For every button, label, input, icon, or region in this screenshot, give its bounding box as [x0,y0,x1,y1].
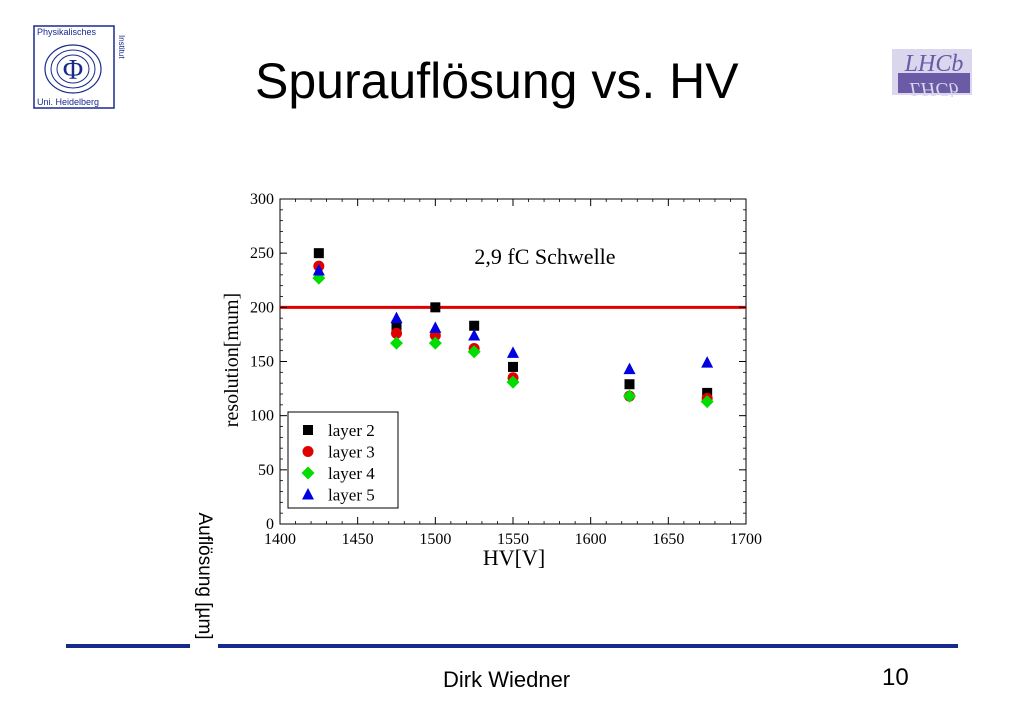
footer-rule-left [66,644,190,648]
legend-label: layer 5 [328,486,375,505]
y-tick-label: 100 [250,408,274,425]
data-point-layer-2 [313,248,324,259]
y-tick-label: 200 [250,299,274,316]
footer-rule-right [218,644,958,648]
data-point-layer-5 [312,264,325,276]
legend-label: layer 3 [328,443,375,462]
data-point-layer-5 [468,329,481,341]
data-point-layer-4 [623,389,636,403]
legend-label: layer 4 [328,464,375,483]
x-tick-label: 1450 [342,531,374,548]
logo-bottom-text: Uni. Heidelberg [37,97,99,107]
legend-marker [302,446,314,457]
legend-label: layer 2 [328,421,375,440]
slide-title: Spurauflösung vs. HV [255,53,739,109]
y-tick-label: 0 [266,516,274,533]
x-tick-label: 1400 [264,531,296,548]
threshold-annotation: 2,9 fC Schwelle [474,244,615,269]
x-tick-label: 1700 [730,531,762,548]
data-point-layer-5 [390,311,403,324]
y-axis-label: resolution[mum] [221,293,243,427]
data-point-layer-2 [508,361,518,372]
phi-symbol: Φ [63,55,83,86]
data-point-layer-2 [624,379,635,390]
y-tick-label: 150 [250,354,274,371]
y-tick-label: 250 [250,245,274,262]
data-point-layer-2 [430,302,441,313]
data-point-layer-3 [391,327,402,339]
data-point-layer-2 [469,320,480,331]
x-axis-label: HV[V] [483,545,545,570]
legend-marker [302,488,314,500]
legend-marker [303,425,313,435]
data-point-layer-4 [467,345,481,359]
data-point-layer-4 [390,336,403,350]
x-tick-label: 1650 [652,531,684,548]
data-point-layer-2 [391,320,402,331]
footer-author: Dirk Wiedner [443,667,571,692]
legend-marker [301,466,315,480]
physics-institute-logo: Physikalisches Uni. Heidelberg Φ Institu… [33,25,126,109]
data-point-layer-4 [428,336,442,350]
y-tick-label: 50 [258,462,274,479]
data-point-layer-5 [429,321,442,333]
data-point-layer-5 [507,346,519,358]
x-tick-label: 1500 [419,531,451,548]
x-tick-label: 1600 [575,531,607,548]
data-point-layer-4 [700,395,714,409]
page-number: 10 [882,664,909,691]
rotated-axis-label: Auflösung [µm] [194,512,215,640]
lhcb-logo: LHCb LHCb [890,47,974,100]
y-tick-label: 300 [250,191,274,208]
data-point-layer-4 [506,375,520,389]
svg-text:LHCb: LHCb [909,78,959,97]
logo-side-text: Institut [117,35,125,59]
logo-top-text: Physikalisches [37,27,97,37]
data-point-layer-5 [623,362,636,375]
data-point-layer-5 [701,356,714,368]
x-tick-label: 1550 [497,531,529,548]
lhcb-text: LHCb [904,51,964,77]
